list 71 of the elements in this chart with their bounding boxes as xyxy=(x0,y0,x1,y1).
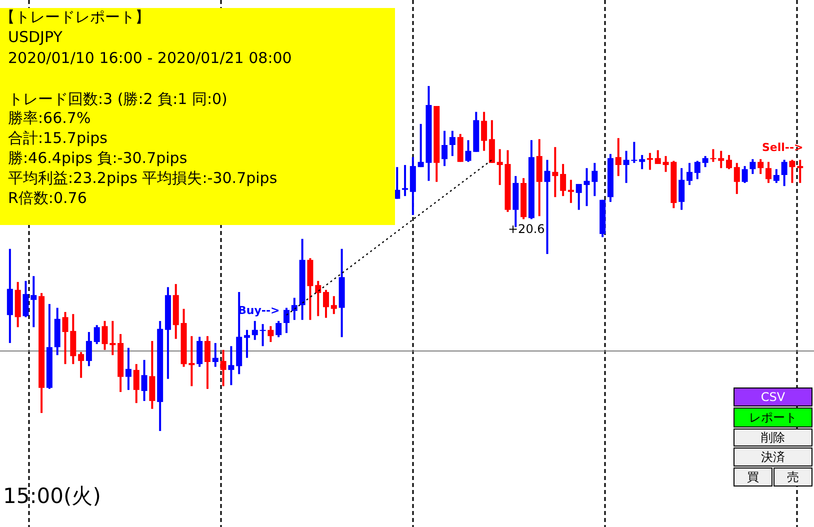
candlestick xyxy=(773,168,780,184)
annotation: 平均利益:23.2pips 平均損失:-30.7pips xyxy=(8,169,278,187)
candlestick xyxy=(402,164,408,198)
candlestick xyxy=(615,137,622,178)
annotation: Sell--> xyxy=(762,141,804,154)
annotation: 勝:46.4pips 負:-30.7pips xyxy=(8,149,188,167)
candlestick xyxy=(284,306,290,334)
text: 売 xyxy=(787,470,799,484)
candlestick xyxy=(330,295,337,316)
annotation: 勝率:66.7% xyxy=(8,109,91,127)
candlestick xyxy=(568,178,574,204)
candlestick xyxy=(789,158,796,184)
candlestick xyxy=(694,160,700,180)
candlestick xyxy=(133,363,140,404)
candlestick xyxy=(718,150,724,170)
candlestick xyxy=(78,350,84,379)
candlestick xyxy=(442,130,448,168)
candlestick xyxy=(639,154,646,170)
candlestick xyxy=(646,152,653,171)
candlestick xyxy=(726,154,732,170)
candlestick xyxy=(196,336,203,368)
candlestick xyxy=(30,275,37,328)
candlestick xyxy=(94,324,100,346)
candlestick xyxy=(552,146,558,198)
candlestick xyxy=(781,158,788,188)
candlestick xyxy=(766,160,772,184)
candlestick xyxy=(276,320,282,338)
text: 【トレードレポート】 xyxy=(0,8,150,26)
annotation: +20.6 xyxy=(508,222,545,236)
candlestick xyxy=(758,158,764,175)
candlestick xyxy=(228,345,234,386)
candlestick xyxy=(141,358,148,402)
candlestick xyxy=(252,320,258,341)
candlestick xyxy=(710,148,716,163)
candlestick xyxy=(544,158,550,256)
text: 15:00(火) xyxy=(3,484,101,508)
candlestick xyxy=(86,330,92,368)
annotation: CSV xyxy=(760,390,786,404)
candlestick xyxy=(449,130,456,158)
candlestick xyxy=(678,167,685,211)
candlestick xyxy=(291,296,298,321)
candlestick xyxy=(576,182,582,211)
text: USDJPY xyxy=(8,28,64,46)
annotation: 合計:15.7pips xyxy=(8,129,108,147)
candlestick xyxy=(702,155,708,168)
candlestick xyxy=(125,346,132,391)
candlestick xyxy=(204,335,210,390)
annotation: R倍数:0.76 xyxy=(8,189,87,207)
candlestick xyxy=(481,110,488,152)
candlestick xyxy=(22,280,29,318)
candlestick xyxy=(654,149,661,165)
text: 2020/01/10 16:00 - 2020/01/21 08:00 xyxy=(8,49,292,67)
candlestick xyxy=(323,288,330,319)
candlestick xyxy=(560,162,566,198)
candlestick xyxy=(268,325,274,343)
candlestick xyxy=(260,323,266,348)
candlestick xyxy=(465,139,472,163)
annotation: レポート xyxy=(749,410,797,424)
annotation: 削除 xyxy=(761,430,785,444)
annotation: トレード回数:3 (勝:2 負:1 同:0) xyxy=(8,90,228,108)
candlestick xyxy=(750,158,756,175)
candlestick xyxy=(220,348,226,388)
candlestick xyxy=(797,158,804,184)
candlestick xyxy=(742,165,748,184)
candlestick xyxy=(488,119,495,164)
text: 買 xyxy=(747,470,759,484)
candlestick xyxy=(734,162,740,195)
candlestick xyxy=(315,280,322,318)
candlestick xyxy=(212,342,218,368)
candlestick xyxy=(244,328,250,359)
candlestick xyxy=(686,162,692,186)
